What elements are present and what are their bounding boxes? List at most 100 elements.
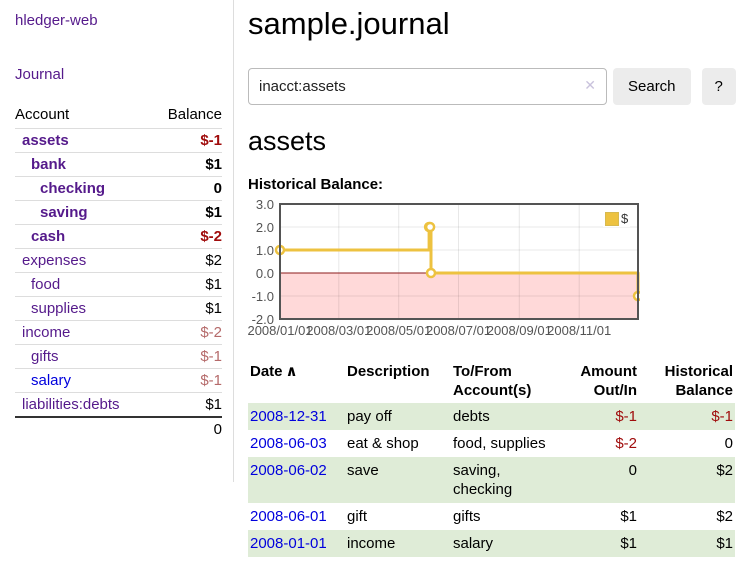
account-link[interactable]: bank: [31, 156, 67, 173]
account-balance: $-1: [147, 368, 222, 393]
y-axis-tick-label: 0.0: [255, 266, 274, 281]
account-link[interactable]: assets: [22, 132, 69, 149]
amount-cell: 0: [628, 462, 637, 479]
x-axis-tick-label: 2008/05/01: [366, 323, 432, 338]
account-row: assets $-1: [15, 128, 222, 153]
account-row: expenses $2: [15, 248, 222, 273]
amount-cell: $-2: [615, 435, 637, 452]
balance-cell: 0: [724, 435, 733, 452]
account-cell: assets: [15, 128, 147, 153]
date-cell: 2008-01-01: [248, 530, 345, 557]
account-cell: supplies: [15, 296, 147, 321]
account-balance: $-1: [147, 128, 222, 153]
date-link[interactable]: 2008-01-01: [250, 535, 327, 552]
y-axis-tick-label: -2.0: [251, 312, 274, 327]
account-balance: $1: [147, 272, 222, 297]
column-header-amount: Amount Out/In: [580, 363, 637, 399]
account-row: liabilities:debts $1: [15, 392, 222, 417]
account-link[interactable]: checking: [40, 180, 106, 197]
column-header-accounts: To/From Account(s): [453, 363, 532, 399]
accounts-cell: salary: [453, 535, 494, 552]
x-axis-tick-label: 2008/11/01: [547, 323, 612, 338]
x-axis-tick-label: 2008/09/01: [486, 323, 552, 338]
account-link[interactable]: cash: [31, 228, 66, 245]
date-header-label: Date: [250, 363, 283, 380]
account-balance: $-2: [147, 320, 222, 345]
account-cell: bank: [15, 152, 147, 177]
y-axis-tick-label: 1.0: [255, 243, 274, 258]
account-balance: $1: [147, 296, 222, 321]
search-input-wrap: ✕: [248, 68, 607, 105]
x-axis-tick-label: 2008/07/01: [425, 323, 492, 338]
sort-asc-icon: ∧: [285, 363, 298, 380]
accounts-cell: saving, checking: [453, 462, 513, 498]
total-spacer: [15, 416, 147, 441]
account-link[interactable]: salary: [31, 372, 72, 389]
sidebar: hledger-web Journal Account Balance asse…: [0, 0, 234, 482]
amount-cell: $1: [620, 508, 637, 525]
search-input[interactable]: [248, 68, 607, 105]
register-row: 2008-06-02 save saving, checking 0 $2: [248, 457, 735, 503]
sidebar-header-row: Account Balance: [15, 103, 222, 129]
account-link[interactable]: food: [31, 276, 61, 293]
register-row: 2008-12-31 pay off debts $-1 $-1: [248, 403, 735, 430]
account-cell: food: [15, 272, 147, 297]
accounts-cell: debts: [453, 408, 490, 425]
account-link[interactable]: supplies: [31, 300, 87, 317]
total-row: 0: [15, 416, 222, 441]
account-link[interactable]: liabilities:debts: [22, 396, 120, 413]
balance-chart: 2008/01/01 2008/03/01 2008/05/01 2008/07/01…: [247, 197, 668, 344]
balance-cell: $1: [716, 535, 733, 552]
account-cell: checking: [15, 176, 147, 201]
date-link[interactable]: 2008-06-01: [250, 508, 327, 525]
main-content: sample.journal ✕ Search ? assets Histori…: [247, 0, 736, 557]
account-column-header: Account: [15, 106, 70, 123]
date-link[interactable]: 2008-06-02: [250, 462, 327, 479]
y-axis-tick-label: -1.0: [251, 289, 274, 304]
account-balance: $2: [147, 248, 222, 273]
sidebar-accounts-table: Account Balance assets $-1 bank $1 checking 0…: [15, 103, 222, 441]
account-cell: saving: [15, 200, 147, 225]
account-row: salary $-1: [15, 368, 222, 393]
help-button[interactable]: ?: [701, 68, 736, 105]
account-heading: assets: [248, 126, 327, 156]
page-title: sample.journal: [248, 6, 450, 41]
account-cell: gifts: [15, 344, 147, 369]
account-row: cash $-2: [15, 224, 222, 249]
balance-cell: $-1: [711, 408, 733, 425]
column-header-date[interactable]: Date ∧: [248, 359, 345, 403]
account-balance: $1: [147, 392, 222, 417]
register-body: 2008-12-31 pay off debts $-1 $-1 2008-06-03 ea…: [248, 403, 735, 557]
account-row: food $1: [15, 272, 222, 297]
account-cell: income: [15, 320, 147, 345]
x-axis-tick-label: 2008/01/01: [247, 323, 313, 338]
account-balance: 0: [147, 176, 222, 201]
account-balance: $1: [147, 200, 222, 225]
date-link[interactable]: 2008-12-31: [250, 408, 327, 425]
account-cell: expenses: [15, 248, 147, 273]
description-cell: income: [347, 535, 396, 552]
date-link[interactable]: 2008-06-03: [250, 435, 327, 452]
chart-plot: [274, 203, 640, 320]
account-row: gifts $-1: [15, 344, 222, 369]
chart-title: Historical Balance:: [248, 176, 384, 193]
account-link[interactable]: expenses: [22, 252, 87, 269]
account-row: income $-2: [15, 320, 222, 345]
description-cell: gift: [347, 508, 368, 525]
account-link[interactable]: gifts: [31, 348, 59, 365]
account-balance: $-1: [147, 344, 222, 369]
sidebar-item-journal[interactable]: Journal: [15, 66, 65, 83]
account-link[interactable]: income: [22, 324, 71, 341]
description-cell: save: [347, 462, 379, 479]
sidebar-accounts-body: assets $-1 bank $1 checking 0 saving $1 cash $-2 e…: [15, 128, 222, 417]
date-cell: 2008-06-01: [248, 503, 345, 530]
clear-search-icon[interactable]: ✕: [584, 77, 596, 93]
search-button[interactable]: Search: [613, 68, 691, 105]
account-row: bank $1: [15, 152, 222, 177]
y-axis-tick-label: 3.0: [255, 197, 274, 212]
account-cell: cash: [15, 224, 147, 249]
app-title-link[interactable]: hledger-web: [15, 12, 98, 29]
account-link[interactable]: saving: [40, 204, 88, 221]
y-axis-tick-label: 2.0: [255, 220, 274, 235]
